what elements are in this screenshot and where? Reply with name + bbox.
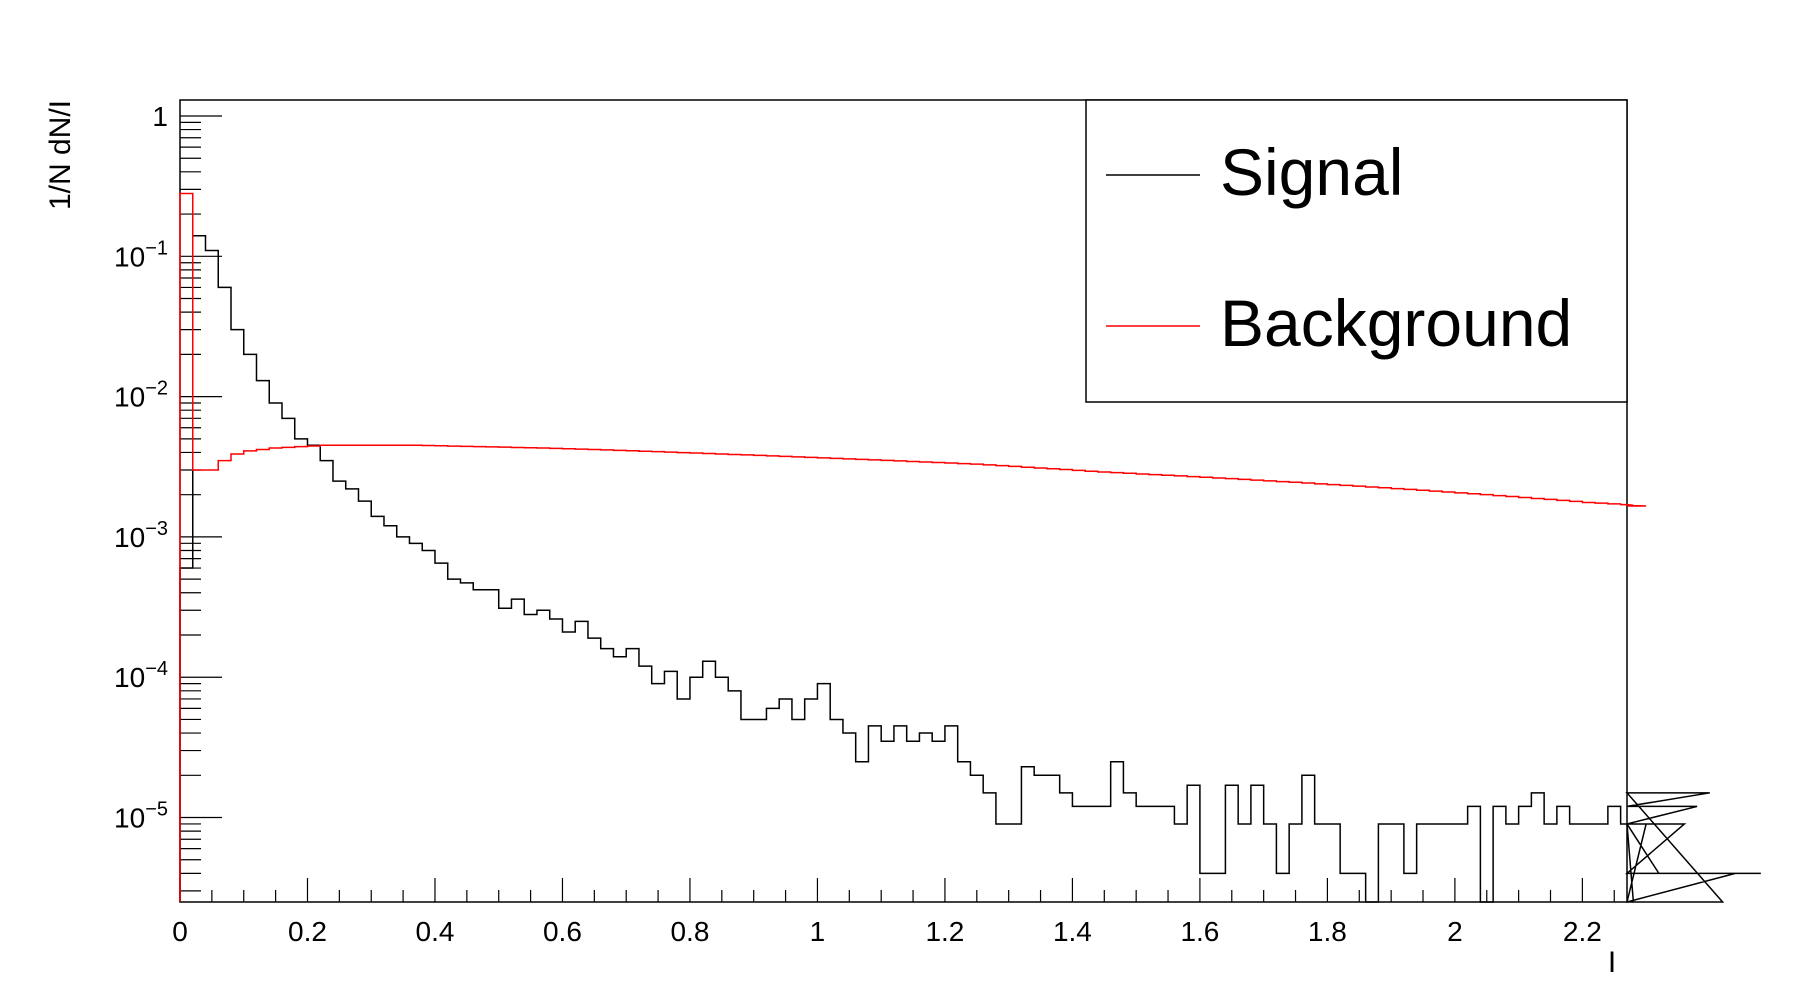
x-tick-label: 0 [172, 916, 188, 947]
x-tick-label: 2 [1447, 916, 1463, 947]
y-tick-label: 10−2 [114, 378, 168, 413]
y-tick-label: 10−3 [114, 518, 168, 553]
x-tick-label: 1.2 [925, 916, 964, 947]
y-axis-label: 1/N dN/I [44, 100, 77, 210]
axis-ticks [179, 115, 1615, 902]
x-tick-label: 0.2 [288, 916, 327, 947]
x-tick-label: 1.8 [1308, 916, 1347, 947]
y-tick-label: 10−1 [114, 237, 168, 272]
x-tick-labels: 0 0.2 0.4 0.6 0.8 1 1.2 1.4 1.6 1.8 2 2.2 [172, 916, 1602, 947]
x-tick-label: 0.8 [670, 916, 709, 947]
legend-background-label: Background [1220, 286, 1572, 360]
x-tick-label: 2.2 [1563, 916, 1602, 947]
x-axis-label: I [1608, 946, 1616, 979]
x-tick-label: 1 [810, 916, 826, 947]
y-tick-label: 10−4 [114, 658, 168, 693]
y-tick-labels: 1 10−1 10−2 10−3 10−4 10−5 [114, 101, 168, 834]
x-tick-label: 1.4 [1053, 916, 1092, 947]
legend-signal-label: Signal [1220, 135, 1403, 209]
series-signal-line [179, 235, 1761, 903]
series-background-line [179, 192, 1647, 902]
series-layer [179, 192, 1761, 903]
y-tick-label: 10−5 [114, 799, 168, 834]
x-tick-label: 1.6 [1180, 916, 1219, 947]
x-tick-label: 0.6 [543, 916, 582, 947]
x-tick-label: 0.4 [416, 916, 455, 947]
y-tick-label: 1 [152, 101, 168, 132]
legend: Signal Background [1085, 99, 1628, 403]
legend-box [1085, 99, 1628, 403]
